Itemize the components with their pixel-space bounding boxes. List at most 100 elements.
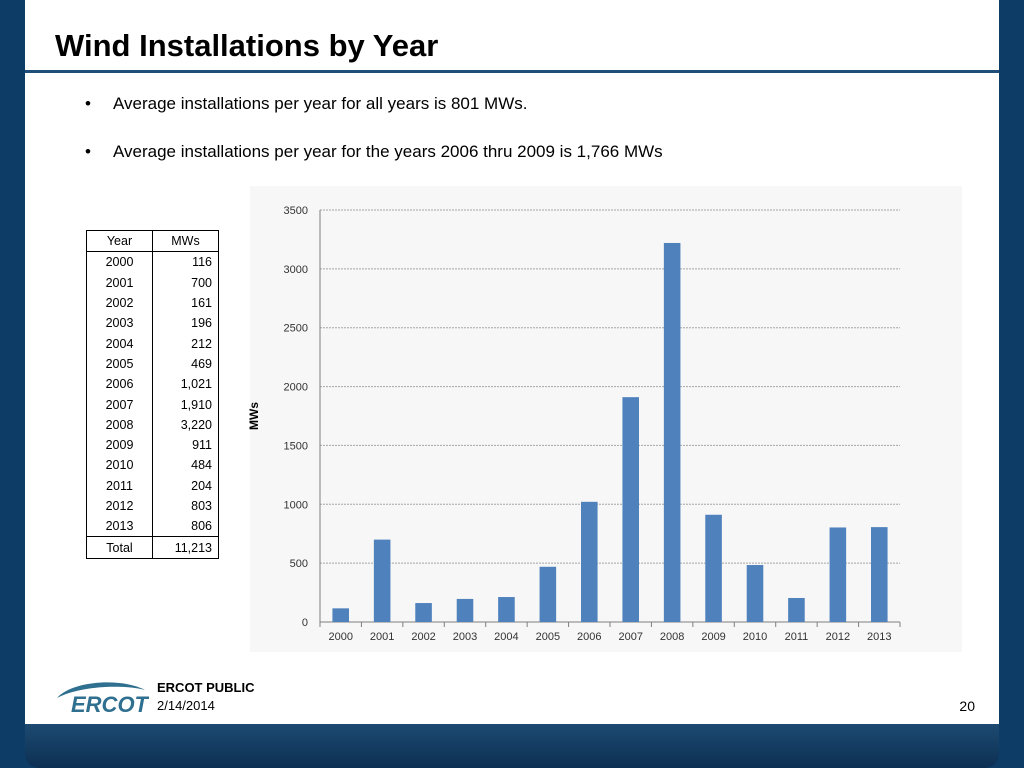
table-row: 2012 803 (86, 495, 219, 517)
x-tick-label: 2009 (701, 631, 725, 643)
y-axis-label: MWs (247, 402, 261, 430)
table-row: 2013 806 (86, 516, 219, 537)
x-tick-label: 2008 (660, 631, 684, 643)
table-cell-year: 2009 (86, 434, 153, 456)
x-tick-label: 2012 (826, 631, 850, 643)
table-cell-year: 2013 (86, 516, 153, 537)
title-divider (25, 70, 999, 73)
table-cell-mws: 212 (191, 336, 212, 351)
x-tick-label: 2006 (577, 631, 601, 643)
table-cell-mws: 1,910 (180, 397, 212, 412)
footer-date: 2/14/2014 (157, 698, 215, 713)
bottom-bar (25, 724, 999, 768)
table-total-row: Total 11,213 (86, 536, 219, 559)
table-header-year: Year (86, 230, 153, 253)
table-cell-year: 2005 (86, 353, 153, 375)
table-cell-year: 2006 (86, 374, 153, 395)
x-tick-label: 2004 (494, 631, 518, 643)
table-cell-year: 2008 (86, 414, 153, 435)
table-row: 2004 212 (86, 333, 219, 354)
y-tick-label: 1500 (284, 440, 308, 452)
table-cell-year: 2000 (86, 251, 153, 273)
table-row: 2002 161 (86, 292, 219, 314)
bar (415, 603, 432, 622)
y-tick-label: 2000 (284, 382, 308, 394)
ercot-logo: ERCOT (53, 676, 150, 723)
slide-title: Wind Installations by Year (55, 28, 439, 63)
table-row: 2008 3,220 (86, 414, 219, 435)
bar (705, 514, 722, 622)
y-tick-label: 0 (302, 617, 308, 629)
bar (622, 397, 639, 622)
x-tick-label: 2001 (370, 631, 394, 643)
x-tick-label: 2010 (743, 631, 767, 643)
x-tick-label: 2007 (618, 631, 642, 643)
table-cell-mws: 484 (191, 458, 212, 473)
table-header-mws: MWs (152, 230, 219, 253)
bar (332, 608, 349, 622)
bar (498, 597, 515, 622)
table-cell-mws: 911 (192, 438, 212, 453)
bar (373, 539, 391, 622)
y-tick-label: 3000 (284, 264, 308, 276)
y-tick-label: 3500 (284, 205, 308, 217)
table-total-value: 11,213 (152, 536, 219, 559)
table-cell-mws: 3,220 (180, 417, 212, 432)
table-row: 2010 484 (86, 455, 219, 476)
table-row: 2003 196 (86, 313, 219, 334)
table-cell-mws: 803 (191, 499, 212, 513)
y-tick-label: 2500 (284, 323, 308, 335)
bar (829, 527, 847, 622)
table-cell-year: 2002 (86, 292, 153, 314)
page-number: 20 (959, 698, 975, 714)
logo-text: ERCOT (71, 692, 149, 717)
table-row: 2005 469 (86, 353, 219, 375)
x-tick-label: 2003 (453, 631, 477, 643)
logo-swoosh (57, 682, 145, 698)
bullet-item: • Average installations per year for all… (85, 92, 663, 116)
table-cell-mws: 204 (191, 478, 212, 493)
table-cell-mws: 469 (191, 356, 212, 371)
table-row: 2011 204 (86, 475, 219, 496)
y-tick-label: 1000 (284, 499, 308, 511)
table-cell-mws: 806 (191, 519, 212, 534)
bullet-glyph: • (85, 142, 91, 161)
table-cell-mws: 116 (192, 255, 212, 270)
table-cell-year: 2010 (86, 455, 153, 476)
x-tick-label: 2000 (328, 631, 352, 643)
bullet-item: • Average installations per year for the… (85, 140, 663, 164)
table-cell-year: 2007 (86, 394, 153, 415)
x-tick-label: 2011 (785, 631, 809, 643)
x-tick-label: 2013 (867, 631, 891, 643)
table-cell-mws: 196 (191, 316, 212, 331)
slide: Wind Installations by Year • Average ins… (25, 0, 999, 724)
bar (581, 501, 598, 622)
bar (871, 527, 888, 622)
bar-chart: 0 500 1000 1500 2000 2500 3000 3500 2000 2001 2002… (247, 205, 901, 643)
bar (788, 597, 805, 622)
bar (539, 566, 557, 622)
bullet-list: • Average installations per year for all… (85, 92, 663, 188)
table-row: 2001 700 (86, 272, 219, 293)
x-tick-label: 2005 (536, 631, 560, 643)
table-row: 2007 1,910 (86, 394, 219, 415)
table-cell-year: 2004 (86, 333, 153, 354)
table-row: 2009 911 (86, 434, 219, 456)
table-cell-year: 2011 (86, 475, 153, 496)
bullet-glyph: • (85, 94, 91, 113)
table-header-row: Year MWs (86, 230, 219, 253)
bar (456, 598, 474, 622)
table-total-label: Total (86, 536, 153, 559)
x-tick-label: 2002 (411, 631, 435, 643)
bar (746, 565, 764, 622)
table-cell-year: 2012 (86, 495, 153, 517)
table-cell-mws: 700 (191, 275, 212, 290)
table-row: 2006 1,021 (86, 374, 219, 395)
footer-label: ERCOT PUBLIC (157, 680, 255, 695)
table-cell-mws: 1,021 (180, 377, 212, 392)
table-row: 2000 116 (86, 251, 219, 273)
table-cell-mws: 161 (191, 296, 212, 311)
bullet-text: Average installations per year for the y… (113, 142, 663, 161)
bullet-text: Average installations per year for all y… (113, 94, 528, 113)
table-cell-year: 2001 (86, 272, 153, 293)
